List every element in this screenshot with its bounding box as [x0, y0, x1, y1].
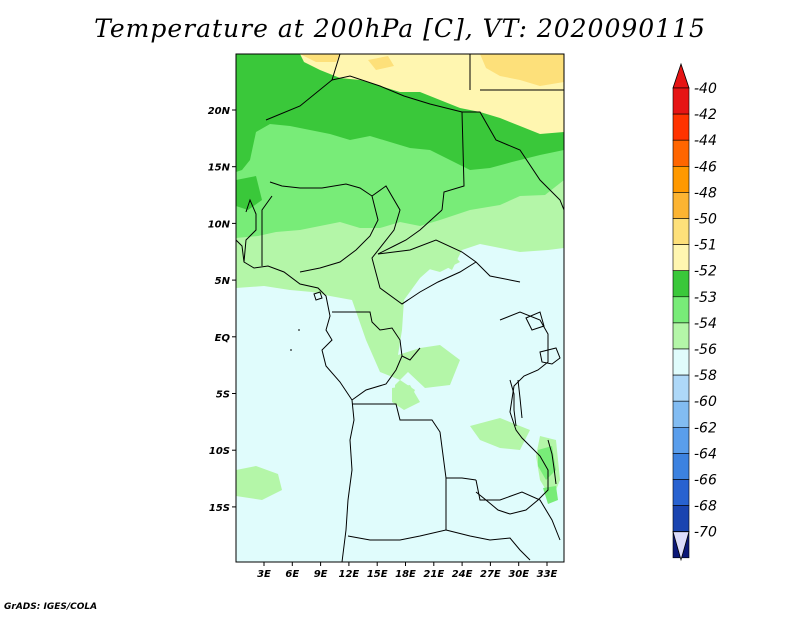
colorbar-swatch	[672, 374, 690, 402]
field-medium-green-blob-1	[538, 446, 556, 480]
lake-tanganyika	[509, 379, 523, 427]
lon-label: 18E	[395, 569, 416, 580]
colorbar-swatch	[672, 426, 690, 454]
lon-label: 30E	[508, 569, 529, 580]
colorbar-label: -52	[694, 264, 717, 280]
field-dark-green-blob	[236, 176, 262, 210]
lake-victoria	[525, 311, 561, 365]
border-cameroon-chad	[371, 185, 443, 305]
border-angola	[347, 403, 477, 541]
field-light-green-blob-1	[236, 466, 282, 500]
colorbar-swatch	[672, 218, 690, 245]
lat-label: 10N	[208, 219, 231, 230]
lon-label: 21E	[423, 569, 444, 580]
border-sudan-east	[462, 54, 564, 211]
field-yellow	[300, 54, 340, 62]
coastline-west-africa	[236, 239, 355, 562]
latitude-axis: 20N 15N 10N 5N EQ 5S 10S 15S	[208, 106, 236, 514]
colorbar-label: -40	[694, 81, 717, 97]
colorbar-top-arrow	[672, 62, 690, 89]
map-title: Temperature at 200hPa [C], VT: 202009011…	[94, 14, 706, 43]
gulf-of-guinea-islands	[290, 291, 323, 351]
lon-label: 33E	[537, 569, 558, 580]
country-borders	[236, 54, 564, 562]
border-sahel	[265, 54, 465, 211]
colorbar-swatch	[672, 166, 690, 193]
lon-label: 9E	[314, 569, 328, 580]
colorbar-label: -70	[694, 525, 717, 541]
colorbar-label: -42	[694, 107, 717, 123]
colorbar-label: -54	[694, 316, 717, 332]
colorbar-swatch	[672, 113, 690, 141]
temperature-field	[236, 54, 564, 562]
lon-label: 27E	[480, 569, 501, 580]
colorbar-label: -50	[694, 212, 717, 228]
colorbar-label: -62	[694, 420, 717, 436]
colorbar-label: -53	[694, 290, 717, 306]
colorbar-label: -48	[694, 185, 717, 201]
border-drc-east	[475, 311, 549, 515]
field-yellow-3	[368, 56, 394, 70]
lon-label: 3E	[257, 569, 271, 580]
colorbar-label: -60	[694, 394, 717, 410]
colorbar-swatch	[672, 348, 690, 376]
lat-label: 15S	[209, 503, 230, 514]
border-zambia	[445, 479, 561, 561]
border-car	[377, 239, 521, 305]
colorbar-label: -64	[694, 446, 717, 462]
colorbar-swatch	[672, 505, 690, 533]
colorbar-swatch	[672, 296, 690, 324]
colorbar-swatch	[672, 192, 690, 219]
colorbar-label: -46	[694, 159, 717, 175]
longitude-axis: 3E 6E 9E 12E 15E 18E 21E 24E 27E 30E 33E	[257, 562, 558, 580]
colorbar-label: -68	[694, 499, 717, 515]
colorbar: -40 -42 -44 -46 -48 -50 -51 -52 -53 -54 -56 -58 -60 -…	[672, 62, 717, 562]
colorbar-label: -58	[694, 368, 717, 384]
colorbar-swatch	[672, 270, 690, 298]
field-light-green-blob-4	[392, 385, 420, 410]
colorbar-bottom-arrow	[672, 531, 690, 562]
lat-label: 5N	[215, 276, 231, 287]
colorbar-swatch	[672, 87, 690, 115]
field-medium-green-blob-2	[543, 486, 558, 504]
lon-label: 24E	[452, 569, 473, 580]
colorbar-swatch	[672, 453, 690, 480]
lon-label: 15E	[367, 569, 388, 580]
colorbar-label: -51	[694, 238, 717, 254]
lon-label: 12E	[339, 569, 360, 580]
colorbar-swatch	[672, 400, 690, 428]
field-light-green-blob-5	[418, 245, 460, 272]
grads-credit: GrADS: IGES/COLA	[4, 602, 98, 612]
border-ghana-togo	[243, 195, 273, 266]
colorbar-label: -44	[694, 133, 717, 149]
colorbar-label: -66	[694, 473, 717, 489]
field-yellow-2	[480, 54, 564, 86]
lake-malawi	[547, 439, 557, 485]
colorbar-swatch	[672, 244, 690, 272]
colorbar-swatch	[672, 322, 690, 350]
colorbar-label: -56	[694, 342, 717, 358]
colorbar-swatch	[672, 479, 690, 506]
lat-label: 20N	[208, 106, 231, 117]
lon-label: 6E	[285, 569, 299, 580]
lat-label: 15N	[208, 163, 231, 174]
colorbar-swatch	[672, 139, 690, 167]
border-congo	[332, 311, 421, 401]
map-frame	[235, 53, 565, 563]
lat-label: 10S	[209, 446, 230, 457]
lat-label: 5S	[216, 390, 230, 401]
lat-label: EQ	[215, 333, 231, 344]
